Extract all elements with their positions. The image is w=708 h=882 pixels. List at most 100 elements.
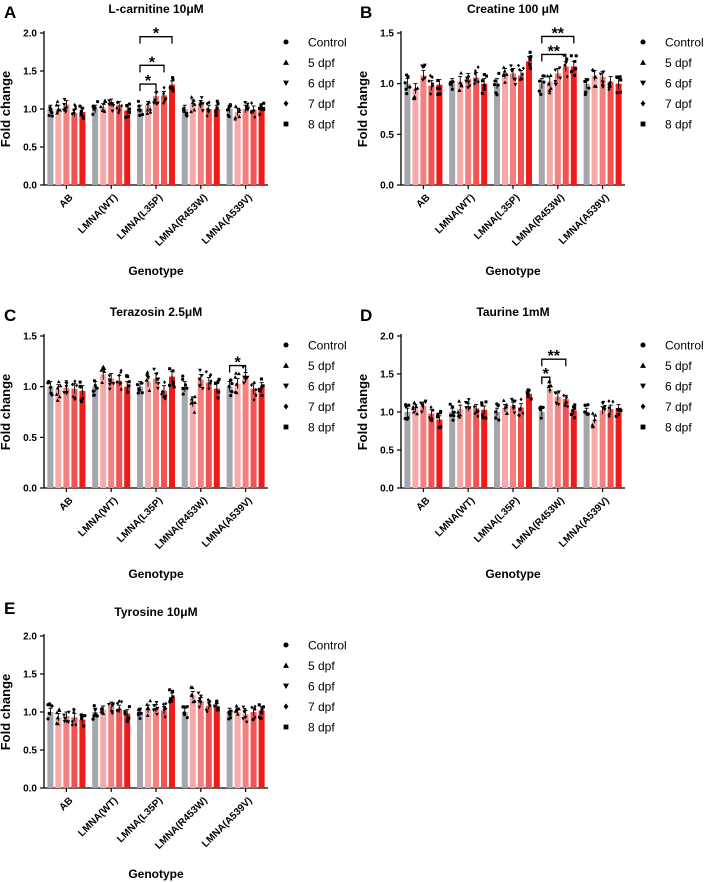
data-point (162, 85, 166, 90)
data-point (55, 386, 60, 390)
data-point (245, 105, 250, 109)
significance-bracket: * (139, 73, 157, 92)
data-point (191, 699, 196, 704)
data-point (49, 391, 53, 395)
data-point (594, 84, 598, 88)
data-point (155, 712, 159, 717)
data-point (92, 704, 96, 708)
data-point (227, 114, 231, 119)
data-point (91, 717, 95, 721)
data-point (607, 87, 611, 92)
data-point (570, 70, 574, 74)
data-point (249, 383, 253, 388)
bar (242, 714, 249, 788)
bar (428, 85, 435, 185)
data-point (504, 72, 509, 76)
data-point (58, 383, 63, 388)
bar (554, 73, 561, 185)
data-point (234, 371, 238, 375)
x-tick-label: LMNA(L35P) (115, 192, 165, 242)
data-point (562, 393, 566, 398)
data-point (607, 412, 612, 417)
data-point (481, 413, 485, 417)
data-point (233, 104, 238, 108)
data-point (476, 409, 480, 414)
data-point (111, 382, 116, 386)
y-tick-label: 0.5 (23, 746, 37, 757)
significance-bracket: * (139, 26, 173, 44)
data-point (252, 397, 256, 402)
bar (137, 109, 143, 185)
data-point (127, 110, 131, 115)
data-point (57, 394, 62, 399)
data-point (185, 705, 189, 709)
legend-entry: 5 dpf (665, 359, 692, 373)
bar (161, 710, 167, 788)
bar (473, 408, 480, 488)
bar (473, 77, 480, 185)
data-point (250, 101, 254, 105)
data-point (124, 115, 128, 119)
data-point (253, 715, 257, 720)
data-point (411, 410, 416, 414)
bar (137, 712, 143, 788)
data-point (193, 394, 197, 399)
data-point (482, 73, 486, 77)
data-point (573, 416, 577, 420)
data-point (117, 108, 121, 113)
data-point (50, 110, 54, 115)
data-point (216, 708, 220, 712)
data-point (148, 698, 153, 703)
bar (108, 378, 115, 488)
x-tick-label: AB (414, 495, 432, 513)
y-axis-label: Fold change (0, 674, 13, 751)
data-point (537, 79, 542, 83)
data-point (107, 378, 112, 382)
data-point (125, 719, 129, 723)
bar (546, 81, 553, 185)
bar (79, 112, 86, 185)
bar (63, 715, 70, 788)
legend-entry: Control (308, 36, 347, 50)
data-point (466, 75, 471, 79)
data-point (215, 699, 219, 703)
significance-label: ** (548, 43, 561, 60)
data-point (46, 703, 50, 707)
x-tick-label: AB (57, 495, 75, 513)
data-point (449, 413, 453, 418)
bar (465, 407, 472, 488)
data-point (411, 404, 416, 409)
data-point (563, 63, 567, 67)
data-point (457, 399, 462, 403)
legend-marker (640, 383, 646, 389)
data-point (600, 401, 605, 406)
legend-entry: 6 dpf (308, 77, 335, 91)
data-point (230, 381, 234, 386)
data-point (99, 368, 104, 372)
data-point (242, 375, 246, 380)
data-point (429, 92, 433, 96)
legend-entry: 7 dpf (308, 400, 335, 414)
data-point (190, 400, 195, 404)
data-point (572, 73, 577, 77)
y-tick-label: 0.0 (23, 181, 37, 192)
bar (234, 712, 241, 788)
x-tick-label: LMNA(L35P) (115, 795, 165, 845)
data-point (205, 709, 209, 714)
data-point (204, 369, 208, 374)
data-point (145, 713, 150, 717)
data-point (192, 102, 197, 106)
data-point (243, 101, 248, 105)
data-point (148, 110, 153, 114)
x-tick-label: LMNA(WT) (76, 795, 120, 839)
data-point (155, 706, 160, 711)
legend-marker (283, 424, 289, 430)
data-point (587, 86, 591, 90)
data-point (54, 392, 59, 396)
data-point (541, 74, 545, 78)
data-point (109, 709, 114, 714)
data-point (198, 384, 202, 389)
x-tick-label: LMNA(WT) (433, 192, 477, 236)
data-point (62, 713, 66, 717)
y-tick-label: 1.0 (23, 105, 37, 116)
